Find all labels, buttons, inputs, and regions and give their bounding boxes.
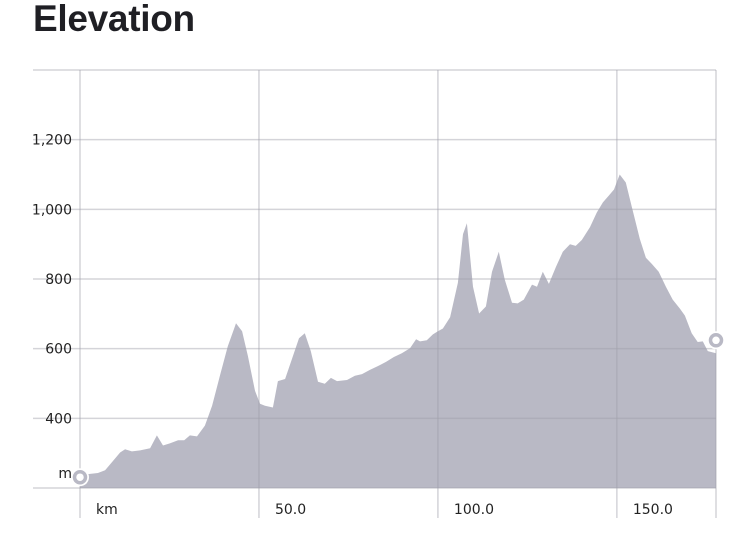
x-tick-label: 50.0 xyxy=(275,502,306,518)
y-tick-label: 800 xyxy=(45,272,72,288)
y-tick-label: m xyxy=(58,466,72,482)
elevation-area xyxy=(80,174,716,488)
route-marker xyxy=(708,333,724,348)
y-tick-label: 1,200 xyxy=(32,133,72,149)
x-tick-label: 100.0 xyxy=(454,502,494,518)
chart-title: Elevation xyxy=(33,0,195,39)
y-tick-label: 600 xyxy=(45,342,72,358)
y-tick-label: 1,000 xyxy=(32,202,72,218)
x-tick-label: km xyxy=(96,502,118,518)
route-marker xyxy=(72,469,88,485)
y-tick-label: 400 xyxy=(45,411,72,427)
x-tick-label: 150.0 xyxy=(633,502,673,518)
